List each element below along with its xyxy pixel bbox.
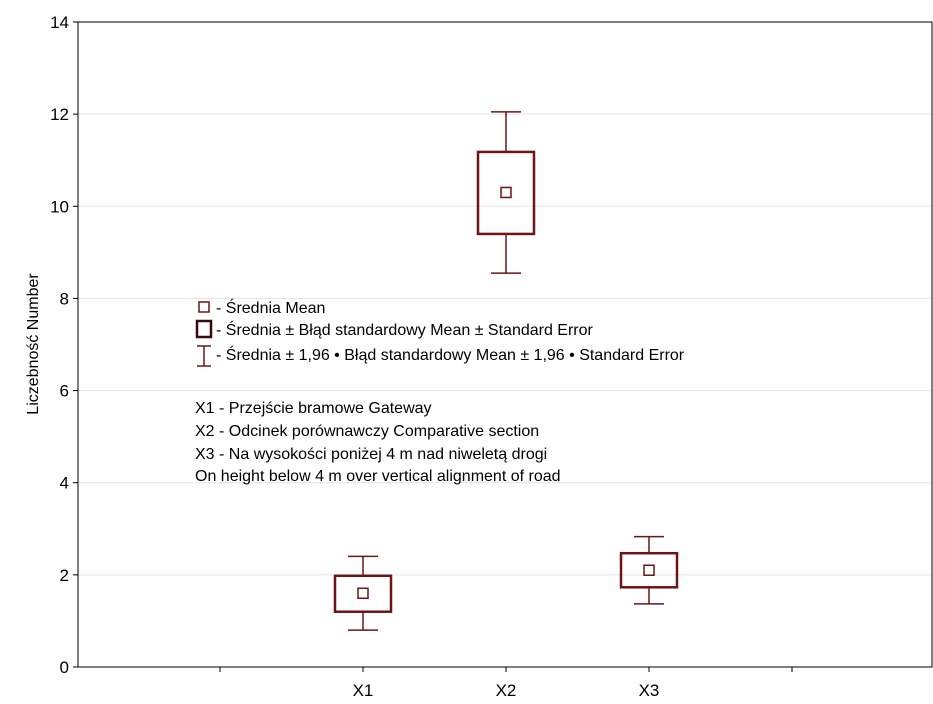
y-tick-label: 8 <box>60 289 69 308</box>
y-tick-label: 2 <box>60 566 69 585</box>
legend-item: - Średnia ± Błąd standardowy Mean ± Stan… <box>195 319 594 339</box>
box-x2 <box>476 111 536 274</box>
y-tick-label: 0 <box>60 658 69 677</box>
grid-lines <box>78 113 932 576</box>
category-note: X3 - Na wysokości poniżej 4 m nad niwele… <box>195 446 547 463</box>
se-box <box>333 574 393 613</box>
se-box <box>619 551 679 589</box>
mean-marker <box>643 564 655 576</box>
category-note: X1 - Przejście bramowe Gateway <box>195 400 432 417</box>
legend-mean-icon <box>198 301 210 313</box>
y-tick-label: 4 <box>60 474 69 493</box>
mean-marker <box>357 587 369 600</box>
x-axis: X1 X2 X3 <box>219 667 793 700</box>
plot-frame <box>77 21 933 668</box>
y-tick-label: 6 <box>60 382 69 401</box>
y-tick-label: 12 <box>50 105 69 124</box>
y-tick-label: 14 <box>50 13 69 32</box>
legend-label: - Średnia Mean <box>216 298 325 317</box>
x-tick-label: X3 <box>639 681 660 700</box>
category-note: On height below 4 m over vertical alignm… <box>195 468 561 485</box>
se-box <box>476 150 536 236</box>
legend-label: - Średnia ± 1,96 • Błąd standardowy Mean… <box>216 345 685 364</box>
category-note: X2 - Odcinek porównawczy Comparative sec… <box>195 423 539 440</box>
box-x1 <box>333 555 393 631</box>
mean-marker <box>500 186 512 199</box>
box-marks <box>333 111 679 631</box>
x-tick-label: X2 <box>496 681 517 700</box>
y-tick-label: 10 <box>50 197 69 216</box>
legend-label: - Średnia ± Błąd standardowy Mean ± Stan… <box>216 320 594 339</box>
legend-item: - Średnia Mean <box>198 298 325 317</box>
legend-box-icon <box>195 319 213 339</box>
x-tick-label: X1 <box>353 681 374 700</box>
y-axis-label: Liczebność Number <box>25 273 42 415</box>
y-axis: 0 2 4 6 8 10 12 14 <box>50 13 78 677</box>
box-x3 <box>619 535 679 605</box>
legend: - Średnia Mean - Średnia ± Błąd standardo… <box>195 298 685 367</box>
legend-item: - Średnia ± 1,96 • Błąd standardowy Mean… <box>197 345 685 367</box>
category-notes: X1 - Przejście bramowe Gateway X2 - Odcin… <box>195 400 561 485</box>
